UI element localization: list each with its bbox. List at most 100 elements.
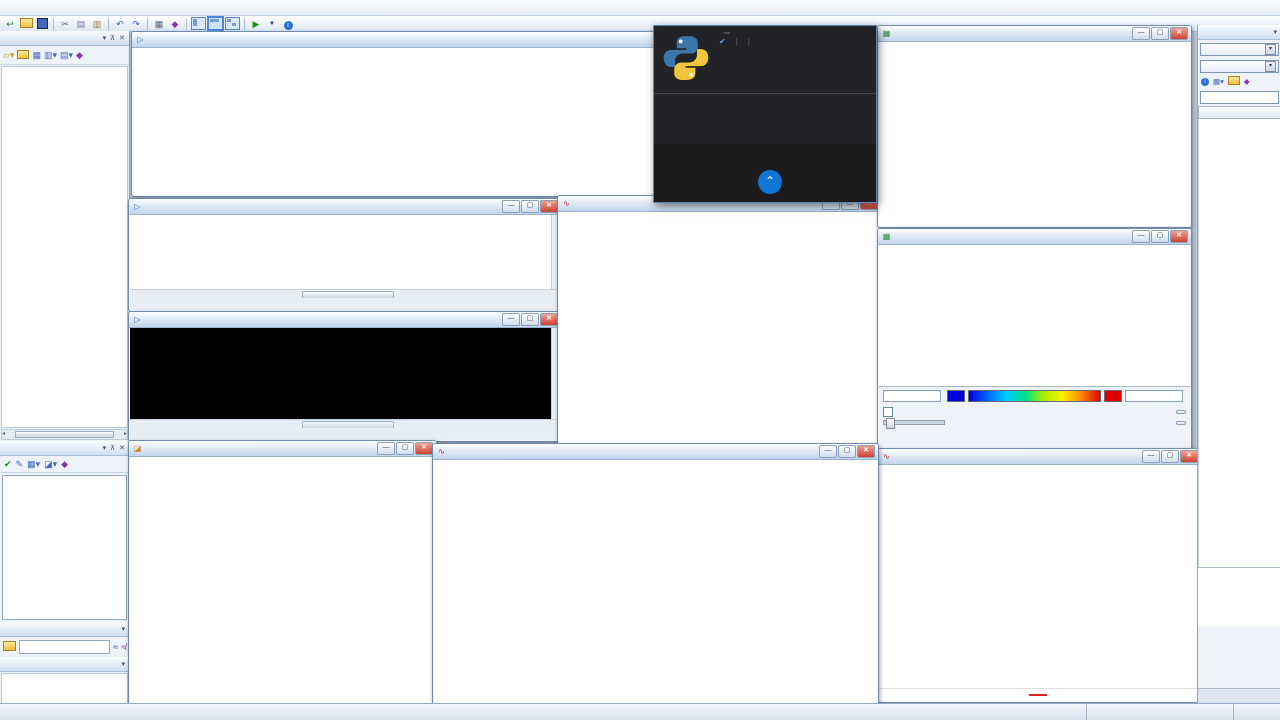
evm-titlebar[interactable]: ∿ — ▢ ✕ <box>433 444 878 460</box>
close-button[interactable]: ✕ <box>857 445 875 458</box>
em-current-canvas[interactable] <box>879 245 1190 387</box>
apply-icon[interactable]: ✔ <box>4 458 12 469</box>
ms2-schematic-canvas[interactable] <box>130 215 560 289</box>
library-manager-icon[interactable]: ◆ <box>76 49 83 60</box>
minimize-button[interactable]: — <box>1132 27 1150 40</box>
open-folder-icon[interactable] <box>17 49 30 61</box>
close-icon[interactable]: ✕ <box>119 445 126 452</box>
copy-icon[interactable]: ▤ <box>76 18 86 29</box>
panel-menu-icon[interactable]: ▾ <box>121 661 126 668</box>
status-coordinates <box>1086 704 1233 720</box>
smith-chart-canvas[interactable] <box>879 465 1200 687</box>
sort-dropdown-icon[interactable]: ▤▾ <box>60 49 74 60</box>
info-icon[interactable]: i <box>1201 76 1209 86</box>
msl-vscrollbar[interactable] <box>551 328 560 419</box>
back-icon[interactable]: ↩ <box>6 18 14 29</box>
panel-menu-icon[interactable]: ▾ <box>102 35 108 42</box>
package-icon[interactable]: ◆ <box>1243 76 1250 86</box>
hide-color-key-button[interactable] <box>1176 410 1186 414</box>
view-icon[interactable]: ▦ <box>32 49 41 60</box>
paste-icon[interactable]: ▥ <box>92 18 102 29</box>
maximize-button[interactable]: ▢ <box>838 445 856 458</box>
new-item-icon[interactable]: ▱▾ <box>3 49 15 60</box>
filter-input[interactable] <box>1200 91 1279 104</box>
menu-bar <box>0 0 1280 16</box>
workspace-tree-hscrollbar[interactable]: ◂ ▸ <box>1 429 128 440</box>
minimize-button[interactable]: — <box>1132 230 1150 243</box>
minimize-button[interactable]: — <box>1142 450 1160 463</box>
panel-menu-icon[interactable]: ▾ <box>1273 29 1278 36</box>
close-button[interactable]: ✕ <box>415 442 433 455</box>
minimize-button[interactable]: — <box>502 200 520 213</box>
op1db-titlebar[interactable]: ◪ — ▢ ✕ <box>129 441 436 457</box>
em-titlebar[interactable]: ▦ — ▢ ✕ <box>878 229 1191 245</box>
run-dropdown-icon[interactable]: ▼ <box>269 20 275 27</box>
edit-icon[interactable]: ✎ <box>15 458 24 469</box>
use-global-minmax-button[interactable] <box>1176 420 1186 425</box>
maximize-button[interactable]: ▢ <box>1151 27 1169 40</box>
msl-titlebar[interactable]: ▷ — ▢ ✕ <box>129 312 561 328</box>
undo-icon[interactable]: ↶ <box>116 18 124 29</box>
minimize-button[interactable]: — <box>502 313 520 326</box>
window-layout-2-icon[interactable] <box>207 16 224 31</box>
close-button[interactable]: ✕ <box>540 313 558 326</box>
maximize-button[interactable]: ▢ <box>1161 450 1179 463</box>
vps-chart-canvas[interactable] <box>559 212 880 450</box>
maximize-button[interactable]: ▢ <box>521 313 539 326</box>
trace-dropdown-icon[interactable]: ◪▾ <box>44 458 58 469</box>
color-key-min-field[interactable] <box>883 390 941 402</box>
cut-icon[interactable]: ✂ <box>61 18 69 29</box>
compare-traces-icon[interactable]: ≈ <box>113 642 119 652</box>
workspace-tree-header: ▾ ⊼ ✕ <box>0 31 129 46</box>
scroll-up-button[interactable]: ⌃ <box>758 170 782 194</box>
ms2-vscrollbar[interactable] <box>551 215 560 289</box>
pin-icon[interactable]: ⊼ <box>110 445 117 452</box>
window-layout-3-icon[interactable] <box>225 17 240 30</box>
run-analysis-icon[interactable]: ▶ <box>252 18 260 29</box>
evm-chart-canvas[interactable] <box>434 460 877 712</box>
current-library-select[interactable]: ▾ <box>1200 43 1279 56</box>
save-icon[interactable] <box>35 17 49 30</box>
close-icon[interactable]: ✕ <box>119 35 126 42</box>
panel-menu-icon[interactable]: ▾ <box>121 626 126 633</box>
tune-state-input[interactable] <box>19 640 111 654</box>
category-select[interactable]: ▾ <box>1200 60 1279 73</box>
op1db-surface-canvas[interactable] <box>130 457 435 712</box>
minimize-button[interactable]: — <box>819 445 837 458</box>
close-button[interactable]: ✕ <box>540 200 558 213</box>
color-key-max-field[interactable] <box>1125 390 1183 402</box>
maximize-button[interactable]: ▢ <box>521 200 539 213</box>
open-icon[interactable] <box>19 17 33 30</box>
minimize-button[interactable]: — <box>377 442 395 455</box>
description-column-header[interactable] <box>1198 106 1280 119</box>
close-button[interactable]: ✕ <box>1180 450 1198 463</box>
library-icon[interactable]: ◆ <box>171 18 179 29</box>
open-state-icon[interactable] <box>3 641 16 653</box>
pin-icon[interactable]: ⊼ <box>110 35 117 42</box>
ms2-titlebar[interactable]: ▷ — ▢ ✕ <box>129 199 561 215</box>
msl-layout-canvas[interactable] <box>130 328 560 419</box>
info-icon[interactable]: i <box>281 18 295 30</box>
print-icon[interactable]: ▦ <box>154 18 164 29</box>
filter-dropdown-icon[interactable]: ▥▾ <box>43 49 57 60</box>
msl-hscrollbar[interactable] <box>130 419 560 429</box>
ms2-hscrollbar[interactable] <box>130 289 560 299</box>
redo-icon[interactable]: ↷ <box>132 18 140 29</box>
antenna-titlebar[interactable]: ▦ — ▢ ✕ <box>878 26 1191 42</box>
panel-menu-icon[interactable]: ▾ <box>102 445 108 452</box>
snapshot-dropdown-icon[interactable]: ▦▾ <box>27 458 41 469</box>
maximize-button[interactable]: ▢ <box>396 442 414 455</box>
open-library-icon[interactable] <box>1227 75 1240 87</box>
threshold-slider[interactable] <box>883 418 945 429</box>
maximize-button[interactable]: ▢ <box>1151 230 1169 243</box>
library-icon[interactable]: ◆ <box>61 458 69 469</box>
view-dropdown-icon[interactable]: ▦▾ <box>1213 76 1224 86</box>
window-layout-1-icon[interactable] <box>191 17 206 30</box>
antenna-3d-canvas[interactable] <box>879 42 1190 226</box>
clear-traces-icon[interactable]: ≉ <box>121 642 126 652</box>
loadpull-titlebar[interactable]: ∿ — ▢ ✕ <box>878 449 1201 465</box>
close-button[interactable]: ✕ <box>1170 27 1188 40</box>
threshold-checkbox[interactable] <box>883 407 893 417</box>
close-button[interactable]: ✕ <box>1170 230 1188 243</box>
workspace-tree <box>1 66 128 428</box>
